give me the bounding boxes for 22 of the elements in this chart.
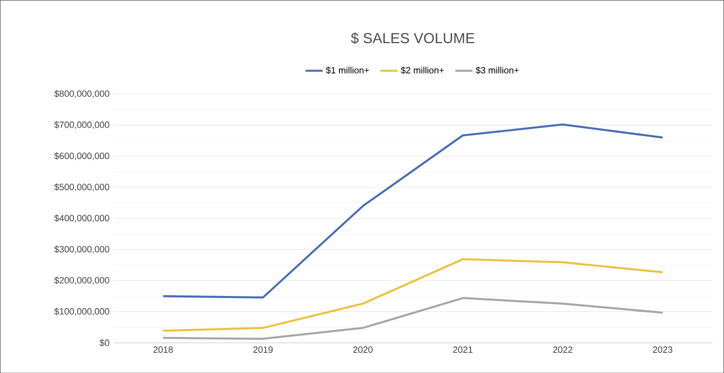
line-series: [162, 296, 664, 340]
x-tick-label: 2019: [253, 346, 273, 353]
line-series: [162, 123, 664, 298]
y-tick-label: $700,000,000: [54, 120, 110, 129]
y-tick-label: $100,000,000: [54, 308, 110, 316]
y-tick-label: $800,000,000: [54, 90, 110, 98]
legend-label: $3 million+: [476, 66, 519, 74]
x-tick-label: 2018: [153, 346, 173, 353]
y-tick-label: $400,000,000: [54, 214, 110, 222]
line-series: [162, 258, 664, 332]
x-tick-label: 2021: [453, 346, 472, 353]
legend-label: $1 million+: [326, 66, 369, 74]
x-tick-label: 2023: [653, 346, 672, 353]
chart-title: $ SALES VOLUME: [350, 32, 474, 44]
y-tick-label: $200,000,000: [54, 276, 110, 284]
y-tick-label: $0: [100, 338, 110, 346]
legend-label: $2 million+: [400, 66, 444, 74]
x-tick-label: 2020: [353, 346, 373, 353]
x-tick-label: 2022: [553, 346, 572, 353]
y-tick-label: $500,000,000: [54, 183, 110, 192]
y-tick-label: $600,000,000: [54, 152, 110, 160]
y-tick-label: $300,000,000: [54, 245, 110, 254]
